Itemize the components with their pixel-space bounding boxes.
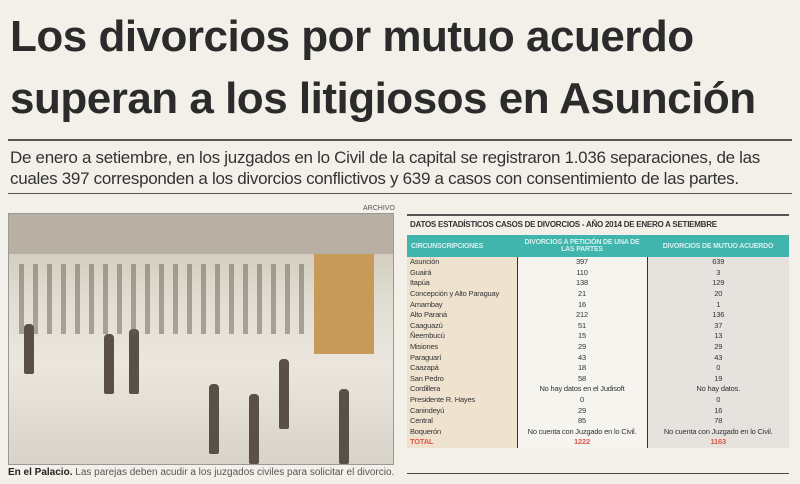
column-header: Circunscripciones (407, 235, 517, 257)
region-cell: Cordillera (407, 384, 517, 395)
table-divider (407, 214, 789, 216)
mutual-cell: 13 (647, 331, 789, 342)
region-cell: Caazapá (407, 362, 517, 374)
mutual-cell: 1 (647, 299, 789, 310)
table-row: Asunción 397 639 (407, 257, 789, 268)
region-cell: TOTAL (407, 437, 517, 448)
mutual-cell: 43 (647, 352, 789, 363)
mutual-cell: 3 (647, 267, 789, 279)
region-cell: San Pedro (407, 373, 517, 385)
mutual-cell: 129 (647, 278, 789, 289)
photo-caption: En el Palacio. Las parejas deben acudir … (8, 467, 394, 478)
region-cell: Asunción (407, 257, 517, 268)
mutual-cell: 136 (647, 309, 789, 321)
region-cell: Concepción y Alto Paraguay (407, 288, 517, 300)
contested-cell: 0 (516, 394, 648, 406)
region-cell: Central (407, 415, 517, 427)
mutual-cell: 20 (647, 288, 789, 300)
photo-person (24, 324, 34, 374)
column-header: Divorcios a petición de una de las parte… (517, 235, 647, 257)
news-photo (8, 213, 394, 465)
region-cell: Canindeyú (407, 405, 517, 416)
photo-person (104, 334, 114, 394)
region-cell: Amambay (407, 299, 517, 310)
contested-cell: 85 (516, 415, 648, 427)
mutual-cell: 0 (647, 362, 789, 374)
photo-person (279, 359, 289, 429)
table-row: Paraguarí 43 43 (407, 352, 789, 363)
contested-cell: 110 (516, 267, 648, 279)
table-row: Misiones 29 29 (407, 341, 789, 353)
mutual-cell: 78 (647, 415, 789, 427)
mutual-cell: 19 (647, 373, 789, 385)
table-row: Caazapá 18 0 (407, 362, 789, 374)
photo-crowd (19, 264, 309, 334)
mutual-cell: 1163 (647, 437, 789, 448)
mutual-cell: 0 (647, 394, 789, 406)
table-bottom-rule (407, 473, 789, 474)
photo-person (129, 329, 139, 394)
mutual-cell: No hay datos. (647, 384, 789, 395)
table-row: Caaguazú 51 37 (407, 320, 789, 332)
region-cell: Paraguarí (407, 352, 517, 363)
headline-line-1: Los divorcios por mutuo acuerdo (10, 12, 694, 61)
photo-ceiling (9, 214, 393, 254)
contested-cell: 138 (516, 278, 648, 289)
table-title: DATOS ESTADÍSTICOS CASOS DE DIVORCIOS - … (410, 220, 717, 229)
contested-cell: 15 (516, 331, 648, 342)
contested-cell: 212 (516, 309, 648, 321)
contested-cell: 397 (516, 257, 648, 268)
region-cell: Misiones (407, 341, 517, 353)
table-row: Presidente R. Hayes 0 0 (407, 394, 789, 406)
contested-cell: 58 (516, 373, 648, 385)
region-cell: Boquerón (407, 426, 517, 438)
table-row: Cordillera No hay datos en el Judisoft No … (407, 384, 789, 395)
region-cell: Itapúa (407, 278, 517, 289)
region-cell: Presidente R. Hayes (407, 394, 517, 406)
contested-cell: 21 (516, 288, 648, 300)
photo-person (339, 389, 349, 464)
table-row: San Pedro 58 19 (407, 373, 789, 385)
divorce-stats-table: Circunscripciones Divorcios a petición d… (407, 235, 789, 448)
table-row: Canindeyú 29 16 (407, 405, 789, 416)
region-cell: Alto Paraná (407, 309, 517, 321)
contested-cell: 1222 (516, 437, 648, 448)
mutual-cell: 29 (647, 341, 789, 353)
mutual-cell: No cuenta con Juzgado en lo Civil. (647, 426, 789, 438)
divider (8, 139, 792, 141)
photo-booth (314, 254, 374, 354)
table-row: Concepción y Alto Paraguay 21 20 (407, 288, 789, 300)
total-row: TOTAL 1222 1163 (407, 437, 789, 448)
caption-bold: En el Palacio. (8, 467, 73, 478)
table-row: Central 85 78 (407, 415, 789, 427)
contested-cell: 43 (516, 352, 648, 363)
table-row: Guairá 110 3 (407, 267, 789, 279)
contested-cell: 16 (516, 299, 648, 310)
photo-credit: ARCHIVO (363, 205, 395, 212)
contested-cell: 29 (516, 341, 648, 353)
mutual-cell: 16 (647, 405, 789, 416)
contested-cell: 18 (516, 362, 648, 374)
caption-text: Las parejas deben acudir a los juzgados … (72, 467, 395, 478)
contested-cell: No hay datos en el Judisoft (516, 384, 648, 395)
contested-cell: 51 (516, 320, 648, 332)
column-header: Divorcios de mutuo acuerdo (647, 235, 789, 257)
table-row: Ñeembucú 15 13 (407, 331, 789, 342)
headline-line-2: superan a los litigiosos en Asunción (10, 74, 756, 123)
table-row: Amambay 16 1 (407, 299, 789, 310)
mutual-cell: 639 (647, 257, 789, 268)
divider (8, 193, 792, 194)
table-row: Boquerón No cuenta con Juzgado en lo Civi… (407, 426, 789, 438)
photo-person (249, 394, 259, 464)
region-cell: Caaguazú (407, 320, 517, 332)
table-row: Alto Paraná 212 136 (407, 309, 789, 321)
contested-cell: 29 (516, 405, 648, 416)
region-cell: Guairá (407, 267, 517, 279)
region-cell: Ñeembucú (407, 331, 517, 342)
photo-person (209, 384, 219, 454)
table-row: Itapúa 138 129 (407, 278, 789, 289)
mutual-cell: 37 (647, 320, 789, 332)
contested-cell: No cuenta con Juzgado en lo Civil. (516, 426, 648, 438)
lead-paragraph: De enero a setiembre, en los juzgados en… (10, 148, 761, 188)
